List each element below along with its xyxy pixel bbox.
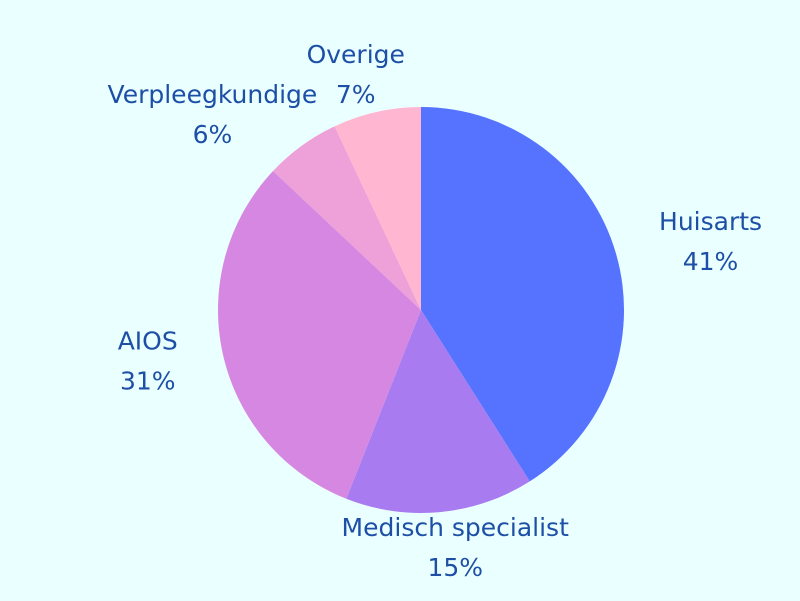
pie-slice (346, 310, 530, 513)
slice-value-label: 41% (683, 247, 739, 276)
pie-slice (217, 171, 421, 499)
pie-slice (273, 126, 421, 311)
slice-label: AIOS (118, 326, 178, 355)
slice-value-label: 6% (193, 120, 233, 149)
slice-value-label: 15% (427, 553, 483, 582)
slice-value-label: 31% (120, 366, 176, 395)
slice-label: Huisarts (659, 207, 762, 236)
slice-value-label: 7% (336, 80, 376, 109)
slice-label: Verpleegkundige (108, 80, 318, 109)
pie-slice (334, 107, 421, 310)
slice-label: Medisch specialist (342, 513, 570, 542)
slice-label: Overige (307, 40, 405, 69)
pie-slice (421, 107, 624, 482)
